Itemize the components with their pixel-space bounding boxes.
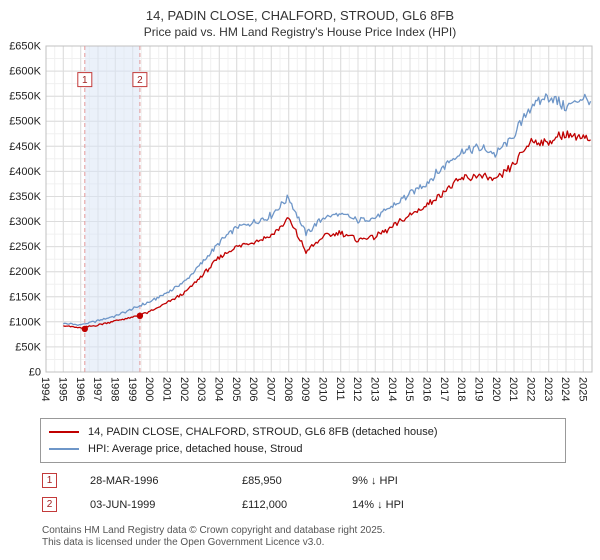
svg-text:2: 2 [137,75,143,86]
svg-text:2013: 2013 [368,377,380,401]
sale-2-number-badge: 2 [42,497,57,512]
sale-row-2: 2 03-JUN-1999 £112,000 14% ↓ HPI [42,497,600,512]
svg-text:1: 1 [82,75,88,86]
footer-attribution: Contains HM Land Registry data © Crown c… [42,525,600,549]
svg-text:2006: 2006 [247,377,259,401]
sale-2-date: 03-JUN-1999 [90,498,156,511]
svg-text:2007: 2007 [264,377,276,401]
svg-text:2008: 2008 [282,377,294,401]
svg-text:£0: £0 [29,367,41,379]
svg-text:£300K: £300K [9,216,41,228]
svg-text:2018: 2018 [455,377,467,401]
sale-annotations: 1 28-MAR-1996 £85,950 9% ↓ HPI 2 03-JUN-… [42,473,600,512]
svg-text:2009: 2009 [299,377,311,401]
sale-1-hpi-diff: 9% ↓ HPI [352,474,398,487]
svg-text:£150K: £150K [9,291,41,303]
svg-text:£600K: £600K [9,66,41,78]
sale-1-price: £85,950 [242,474,282,487]
chart-header: 14, PADIN CLOSE, CHALFORD, STROUD, GL6 8… [0,0,600,40]
svg-text:2003: 2003 [195,377,207,401]
footer-line-2: This data is licensed under the Open Gov… [42,537,325,548]
price-chart: 1 2 £0 £50K £100K £150K £200K £250K £300K £350K £4… [9,42,593,401]
chart-legend: 14, PADIN CLOSE, CHALFORD, STROUD, GL6 8… [40,418,566,463]
svg-text:£500K: £500K [9,116,41,128]
sale-row-1: 1 28-MAR-1996 £85,950 9% ↓ HPI [42,473,600,488]
svg-text:£450K: £450K [9,141,41,153]
legend-property-label: 14, PADIN CLOSE, CHALFORD, STROUD, GL6 8… [88,425,438,438]
svg-text:2019: 2019 [472,377,484,401]
sale-2-hpi-diff: 14% ↓ HPI [352,498,404,511]
property-line-swatch [49,430,79,433]
sale-1-number-badge: 1 [42,473,57,488]
svg-text:2021: 2021 [507,377,519,401]
footer-line-1: Contains HM Land Registry data © Crown c… [42,525,386,536]
svg-text:£350K: £350K [9,191,41,203]
svg-text:2012: 2012 [351,377,363,401]
svg-text:2015: 2015 [403,377,415,401]
sale-2-price: £112,000 [242,498,288,511]
legend-item-hpi: HPI: Average price, detached house, Stro… [49,440,557,457]
svg-text:£50K: £50K [15,341,41,353]
svg-text:2016: 2016 [420,377,432,401]
page-title: 14, PADIN CLOSE, CHALFORD, STROUD, GL6 8… [145,8,455,23]
legend-hpi-label: HPI: Average price, detached house, Stro… [88,442,303,455]
svg-text:1994: 1994 [39,377,51,401]
svg-text:£650K: £650K [9,42,41,53]
svg-text:2005: 2005 [230,377,242,401]
svg-text:2002: 2002 [178,377,190,401]
svg-text:2025: 2025 [576,377,588,401]
svg-text:£400K: £400K [9,166,41,178]
svg-text:2001: 2001 [160,377,172,401]
legend-item-property: 14, PADIN CLOSE, CHALFORD, STROUD, GL6 8… [49,423,557,440]
svg-text:1997: 1997 [91,377,103,401]
svg-text:2022: 2022 [524,377,536,401]
svg-text:2010: 2010 [316,377,328,401]
svg-text:2011: 2011 [334,377,346,401]
hpi-line-swatch [49,447,79,450]
svg-text:2000: 2000 [143,377,155,401]
svg-text:1996: 1996 [74,377,86,401]
sale-1-date: 28-MAR-1996 [90,474,159,487]
svg-text:1995: 1995 [56,377,68,401]
svg-text:2024: 2024 [559,377,571,401]
svg-text:2020: 2020 [490,377,502,401]
svg-text:2017: 2017 [438,377,450,401]
svg-text:2023: 2023 [542,377,554,401]
svg-text:2004: 2004 [212,377,224,401]
svg-text:£550K: £550K [9,91,41,103]
svg-text:1998: 1998 [108,377,120,401]
svg-text:2014: 2014 [386,377,398,401]
svg-text:£200K: £200K [9,266,41,278]
svg-text:£100K: £100K [9,316,41,328]
chart-subtitle: Price paid vs. HM Land Registry's House … [143,25,457,39]
svg-text:1999: 1999 [126,377,138,401]
svg-text:£250K: £250K [9,241,41,253]
